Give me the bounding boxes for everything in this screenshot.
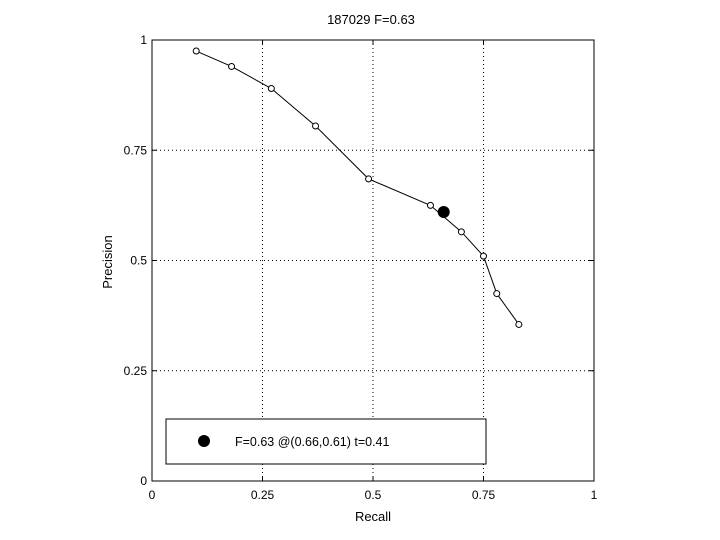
y-tick-label: 0.25 — [124, 364, 148, 378]
legend: F=0.63 @(0.66,0.61) t=0.41 — [165, 418, 487, 465]
x-tick-label: 0.5 — [365, 488, 382, 502]
x-axis-ticks: 0 0.25 0.5 0.75 1 — [149, 40, 598, 502]
x-tick-label: 0.25 — [251, 488, 275, 502]
data-point — [192, 47, 200, 55]
y-tick-label: 0.5 — [130, 254, 147, 268]
y-tick-label: 1 — [140, 33, 147, 47]
data-point — [267, 85, 275, 93]
best-f-point — [437, 205, 450, 218]
legend-label: F=0.63 @(0.66,0.61) t=0.41 — [235, 435, 390, 449]
y-tick-label: 0 — [140, 474, 147, 488]
y-tick-label: 0.75 — [124, 143, 148, 157]
legend-box — [165, 418, 487, 465]
y-axis-title: Precision — [100, 235, 115, 288]
x-axis-title: Recall — [355, 509, 391, 524]
x-tick-label: 1 — [591, 488, 598, 502]
data-point — [480, 252, 487, 260]
data-point — [365, 175, 373, 183]
series-layer — [192, 47, 523, 328]
y-axis-ticks: 0 0.25 0.5 0.75 1 — [124, 33, 594, 488]
data-point — [312, 122, 320, 130]
data-point — [493, 290, 501, 298]
chart-title: 187029 F=0.63 — [327, 12, 415, 27]
data-point — [515, 320, 523, 328]
data-point — [228, 62, 236, 70]
x-tick-label: 0 — [149, 488, 156, 502]
legend-marker-best-point — [198, 435, 210, 447]
grid-lines — [152, 40, 594, 481]
x-tick-label: 0.75 — [472, 488, 496, 502]
series-line — [196, 50, 520, 325]
data-point — [457, 228, 465, 236]
data-point — [426, 201, 434, 209]
